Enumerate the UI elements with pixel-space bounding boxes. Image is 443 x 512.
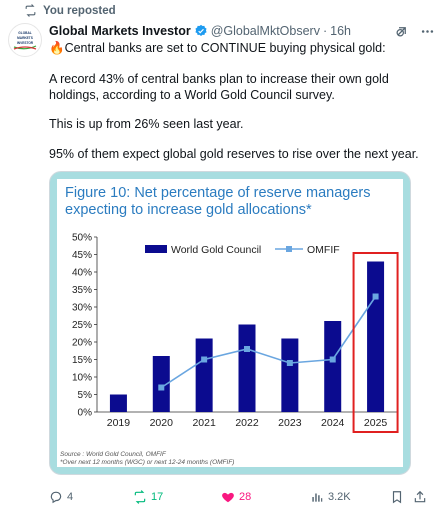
x-tick-label: 2024 — [321, 417, 345, 429]
figure-source: Source : World Gold Council, OMFIF *Over… — [60, 451, 234, 467]
omfif-point-2024 — [329, 356, 336, 363]
bookmark-icon — [392, 491, 402, 504]
omfif-point-2021 — [201, 356, 208, 363]
avatar-logo: GLOBAL MARKETS INVESTOR — [13, 31, 37, 50]
bar-2022 — [238, 324, 256, 412]
y-tick-label: 40% — [72, 268, 92, 279]
svg-text:MARKETS: MARKETS — [17, 36, 33, 40]
bar-2024 — [324, 321, 342, 412]
post-paragraph-2: A record 43% of central banks plan to in… — [49, 72, 389, 102]
x-tick-label: 2023 — [278, 417, 302, 429]
x-tick-label: 2019 — [107, 417, 131, 429]
source-line-2: *Over next 12 months (WGC) or next 12-24… — [60, 459, 235, 466]
omfif-point-2023 — [286, 360, 293, 366]
bar-2020 — [152, 356, 170, 412]
y-tick-label: 15% — [72, 355, 92, 366]
reply-icon — [50, 491, 62, 504]
legend-label-omfif: OMFIF — [307, 244, 340, 256]
repost-button[interactable]: 17 — [133, 488, 163, 506]
x-tick-label: 2021 — [192, 417, 216, 429]
y-tick-label: 45% — [72, 250, 92, 261]
repost-icon — [25, 4, 36, 17]
y-tick-label: 25% — [72, 320, 92, 331]
svg-text:INVESTOR: INVESTOR — [17, 41, 34, 45]
y-tick-label: 0% — [78, 408, 93, 419]
bar-2019 — [109, 394, 127, 412]
chart: 0% 5% 10% 15% 20% 25% 30% 35% 40% 45% 50% 2019 2020 2… — [72, 233, 399, 433]
repost-label: You reposted — [43, 4, 116, 17]
reply-count: 4 — [67, 491, 74, 503]
x-tick-label: 2022 — [235, 417, 259, 429]
omfif-point-2025 — [372, 293, 379, 300]
post-paragraph-3: This is up from 26% seen last year. — [49, 117, 244, 131]
views-count: 3.2K — [328, 491, 351, 503]
verified-badge-icon — [195, 24, 207, 36]
x-tick-label: 2020 — [150, 417, 174, 429]
like-count: 28 — [239, 491, 252, 503]
y-tick-label: 50% — [72, 233, 92, 244]
y-tick-label: 30% — [72, 303, 92, 314]
repost-action-icon — [134, 490, 146, 504]
chart-figure: Figure 10: Net percentage of reserve man… — [57, 179, 403, 467]
author-handle[interactable]: @GlobalMktObserv — [210, 24, 320, 38]
legend-label-wgc: World Gold Council — [171, 244, 261, 256]
repost-indicator: You reposted — [24, 4, 116, 17]
reply-button[interactable]: 4 — [49, 488, 73, 506]
like-button[interactable]: 28 — [221, 488, 251, 506]
y-tick-label: 10% — [72, 373, 92, 384]
post-paragraph-4: 95% of them expect global gold reserves … — [49, 147, 419, 161]
bar-2025 — [367, 261, 385, 412]
omfif-line — [160, 296, 377, 389]
post-time[interactable]: 16h — [330, 24, 351, 38]
x-tick-label: 2025 — [364, 417, 388, 429]
avatar[interactable]: GLOBAL MARKETS INVESTOR — [8, 23, 42, 57]
svg-text:GLOBAL: GLOBAL — [18, 31, 32, 35]
paragraph-1-text: Central banks are set to CONTINUE buying… — [64, 41, 386, 55]
grok-icon[interactable] — [393, 23, 409, 39]
bar-2023 — [281, 338, 299, 412]
post-paragraph-1: 🔥Central banks are set to CONTINUE buyin… — [49, 40, 429, 56]
post-header: Global Markets Investor @GlobalMktObserv… — [49, 22, 435, 40]
views-button[interactable]: 3.2K — [310, 488, 351, 506]
author-name[interactable]: Global Markets Investor — [49, 24, 191, 38]
action-bar: 4 17 28 3.2K — [49, 488, 435, 508]
bar-2021 — [195, 338, 213, 412]
bookmark-button[interactable] — [390, 488, 404, 506]
source-line-1: Source : World Gold Council, OMFIF — [60, 451, 166, 458]
separator-dot: · — [322, 24, 328, 38]
post-media-image[interactable]: Figure 10: Net percentage of reserve man… — [49, 171, 411, 475]
y-tick-label: 5% — [78, 390, 93, 401]
y-tick-label: 35% — [72, 285, 92, 296]
share-button[interactable] — [413, 488, 427, 506]
legend-marker-omfif — [286, 246, 292, 252]
more-options-icon[interactable] — [419, 23, 435, 39]
omfif-point-2020 — [158, 384, 165, 391]
y-tick-label: 20% — [72, 338, 92, 349]
heart-icon — [222, 492, 234, 503]
figure-title: Figure 10: Net percentage of reserve man… — [65, 185, 371, 218]
share-icon — [414, 490, 426, 503]
highlight-box-2025 — [352, 252, 399, 433]
legend-swatch-wgc — [145, 245, 167, 253]
repost-count: 17 — [151, 491, 164, 503]
views-icon — [312, 493, 323, 502]
fire-emoji: 🔥 — [49, 41, 65, 55]
omfif-point-2022 — [244, 346, 250, 352]
